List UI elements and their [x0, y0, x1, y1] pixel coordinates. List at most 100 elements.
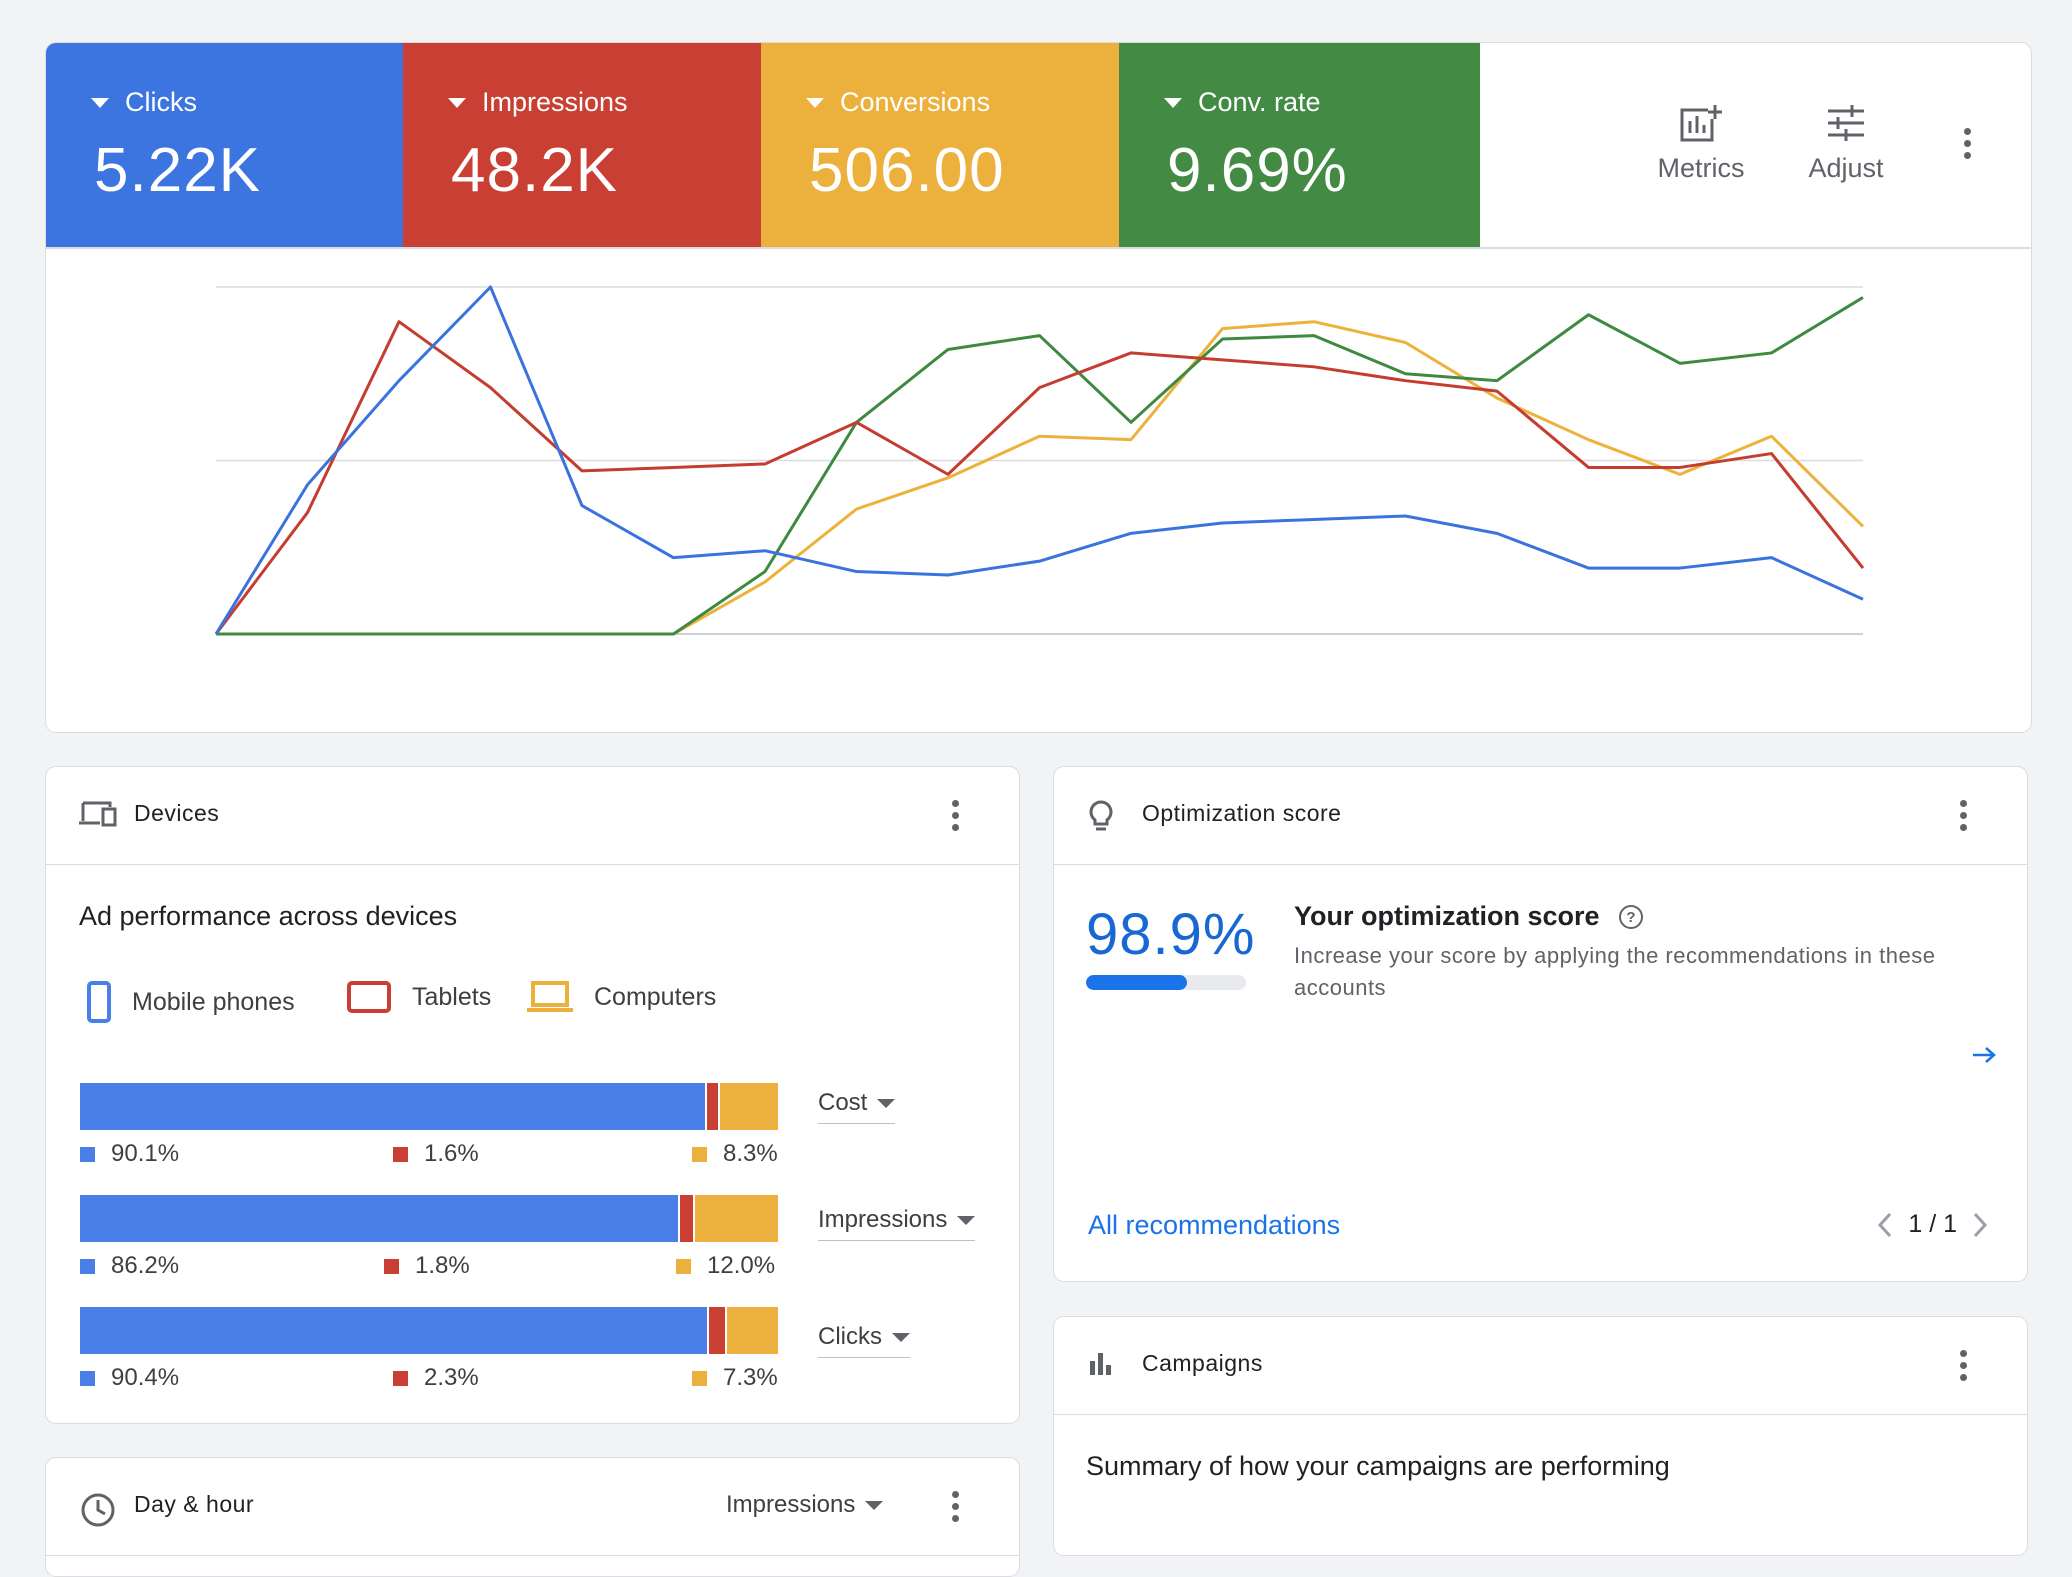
devices-title: Devices: [134, 800, 220, 826]
optimization-score-value: 98.9%: [1086, 902, 1256, 967]
performance-line-chart: [214, 285, 1865, 636]
pct-mobile: 90.4%: [80, 1364, 179, 1392]
pct-computer: 8.3%: [692, 1140, 778, 1168]
optimization-title: Optimization score: [1142, 800, 1342, 826]
pct-computer: 7.3%: [692, 1364, 778, 1392]
bar-separator: [718, 1083, 721, 1130]
chart-series-line-1: [214, 320, 1865, 635]
day-hour-card: Day & hour Impressions: [45, 1457, 1020, 1577]
campaigns-card: Campaigns Summary of how your campaigns …: [1053, 1316, 2028, 1556]
adjust-button[interactable]: Adjust: [1786, 103, 1906, 184]
stacked-bar-clicks[interactable]: [80, 1307, 778, 1354]
metric-label: Clicks: [125, 87, 197, 117]
stacked-bar-impressions[interactable]: [80, 1195, 778, 1242]
metric-label: Impressions: [482, 87, 628, 117]
caret-down-icon: [448, 97, 466, 108]
add-chart-icon: [1680, 105, 1722, 142]
schedule-icon: [81, 1493, 115, 1527]
pct-mobile: 90.1%: [80, 1140, 179, 1168]
metric-label: Conv. rate: [1198, 87, 1321, 117]
score-progress-bar: [1086, 975, 1246, 990]
legend-label: Mobile phones: [132, 987, 295, 1016]
stacked-bar-cost[interactable]: [80, 1083, 778, 1130]
adjust-button-label: Adjust: [1808, 153, 1884, 183]
pager: 1 / 1: [1876, 1210, 1989, 1239]
tablet-icon: [347, 981, 391, 1013]
optimization-header: Optimization score: [1054, 767, 2027, 865]
chevron-left-icon[interactable]: [1876, 1211, 1894, 1239]
metric-tile-clicks[interactable]: Clicks 5.22K: [46, 43, 403, 247]
chart-series-line-0: [214, 285, 1864, 635]
laptop-icon: [527, 981, 573, 1012]
more-options-icon[interactable]: [949, 800, 961, 836]
more-options-icon[interactable]: [1957, 1350, 1969, 1386]
smartphone-icon: [87, 981, 111, 1023]
bar-separator: [705, 1083, 708, 1130]
caret-down-icon: [91, 97, 109, 108]
help-circle-icon[interactable]: ?: [1618, 904, 1644, 930]
optimization-heading: Your optimization score: [1294, 901, 1600, 931]
bar-segment-mobile: [80, 1195, 679, 1242]
optimization-card: Optimization score 98.9% Your optimizati…: [1053, 766, 2028, 1282]
day-hour-header: Day & hour Impressions: [46, 1458, 1019, 1556]
all-recommendations-link[interactable]: All recommendations: [1088, 1210, 1341, 1240]
legend-mobile: Mobile phones: [86, 980, 295, 1024]
caret-down-icon: [806, 97, 824, 108]
lightbulb-icon: [1089, 800, 1113, 831]
metric-value: 5.22K: [94, 136, 262, 205]
bar-segment-computer: [694, 1195, 778, 1242]
metric-value: 506.00: [809, 136, 1005, 205]
pct-tablet: 2.3%: [393, 1364, 479, 1392]
chart-series-line-3: [216, 296, 1864, 636]
devices-subtitle: Ad performance across devices: [79, 901, 458, 931]
more-options-icon[interactable]: [1957, 800, 1969, 836]
pct-tablet: 1.6%: [393, 1140, 479, 1168]
performance-card: Clicks 5.22K Impressions 48.2K Conversio…: [45, 42, 2032, 733]
dropdown-arrow-icon: [957, 1215, 976, 1225]
pct-mobile: 86.2%: [80, 1252, 179, 1280]
pct-tablet: 1.8%: [384, 1252, 470, 1280]
score-progress-fill: [1086, 975, 1188, 990]
chevron-right-icon[interactable]: [1971, 1211, 1989, 1239]
campaigns-title: Campaigns: [1142, 1350, 1263, 1376]
metric-select-impressions[interactable]: Impressions: [818, 1206, 976, 1241]
optimization-description: Increase your score by applying the reco…: [1294, 943, 1936, 1000]
legend-label: Tablets: [412, 982, 492, 1011]
bar-segment-tablet: [680, 1195, 693, 1242]
dropdown-arrow-icon: [892, 1332, 910, 1342]
campaigns-header: Campaigns: [1054, 1317, 2027, 1415]
caret-down-icon: [1164, 97, 1182, 108]
bar-segment-mobile: [80, 1307, 708, 1354]
bar-separator: [692, 1195, 695, 1242]
metric-tile-conv-rate[interactable]: Conv. rate 9.69%: [1119, 43, 1480, 247]
arrow-right-icon[interactable]: [1971, 1045, 1997, 1065]
day-hour-title: Day & hour: [134, 1491, 255, 1517]
bar-segment-mobile: [80, 1083, 706, 1130]
more-options-icon[interactable]: [949, 1491, 961, 1527]
pct-computer: 12.0%: [676, 1252, 775, 1280]
legend-computers: Computers: [526, 980, 716, 1014]
metric-select-clicks[interactable]: Clicks: [818, 1323, 910, 1358]
devices-header: Devices: [46, 767, 1019, 865]
more-options-icon[interactable]: [1961, 128, 1973, 164]
bar-separator: [707, 1307, 710, 1354]
day-hour-metric-select[interactable]: Impressions: [726, 1491, 884, 1525]
metric-tile-impressions[interactable]: Impressions 48.2K: [403, 43, 761, 247]
dropdown-arrow-icon: [877, 1098, 896, 1108]
bar-segment-tablet: [707, 1083, 719, 1130]
metrics-button-label: Metrics: [1657, 153, 1745, 183]
legend-tablets: Tablets: [346, 980, 491, 1014]
tune-icon: [1828, 105, 1864, 141]
devices-icon: [79, 801, 117, 827]
bar-separator: [725, 1307, 728, 1354]
pager-text: 1 / 1: [1908, 1210, 1957, 1238]
bar-chart-icon: [1090, 1353, 1111, 1375]
metric-select-cost[interactable]: Cost: [818, 1089, 896, 1124]
metric-value: 48.2K: [451, 136, 619, 205]
bar-segment-tablet: [709, 1307, 726, 1354]
metric-tile-conversions[interactable]: Conversions 506.00: [761, 43, 1119, 247]
legend-label: Computers: [594, 982, 717, 1011]
dropdown-arrow-icon: [865, 1500, 884, 1510]
divider: [46, 247, 2031, 249]
metrics-button[interactable]: Metrics: [1641, 103, 1761, 184]
